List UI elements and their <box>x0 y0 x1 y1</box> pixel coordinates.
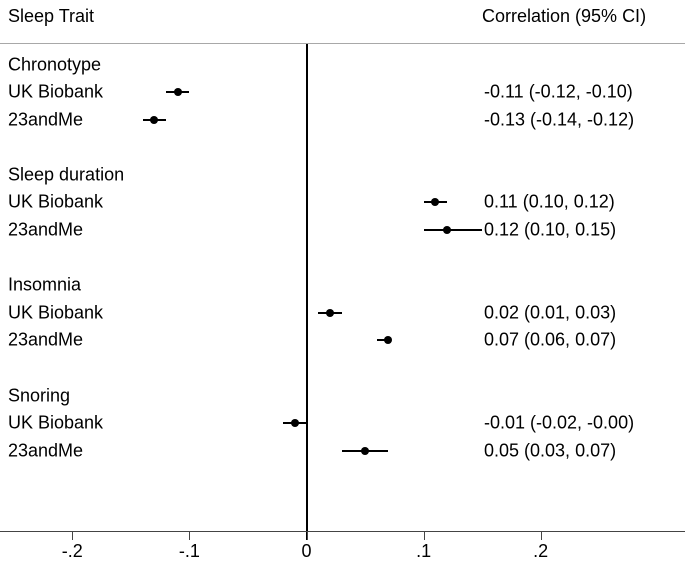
x-axis-tick <box>306 531 308 540</box>
confidence-interval-line <box>376 339 389 342</box>
estimate-ci-text: -0.11 (-0.12, -0.10) <box>484 81 633 102</box>
header-divider-rule <box>0 43 685 44</box>
x-axis-tick-label: 0 <box>301 541 312 561</box>
study-label: 23andMe <box>8 329 84 350</box>
x-axis-tick-label: .2 <box>533 541 549 561</box>
x-axis-tick-label: -.1 <box>178 541 200 561</box>
x-axis-line <box>0 531 685 532</box>
group-label: Insomnia <box>8 274 82 295</box>
estimate-ci-text: 0.02 (0.01, 0.03) <box>484 302 617 323</box>
point-estimate-marker <box>443 226 452 235</box>
group-label: Snoring <box>8 385 71 406</box>
point-estimate-marker <box>173 88 182 97</box>
group-label: Sleep duration <box>8 164 125 185</box>
estimate-ci-text: 0.11 (0.10, 0.12) <box>484 191 615 212</box>
point-estimate-marker <box>361 446 370 455</box>
estimate-ci-text: -0.01 (-0.02, -0.00) <box>484 412 635 433</box>
confidence-interval-line <box>423 229 483 232</box>
estimate-ci-text: 0.05 (0.03, 0.07) <box>484 440 617 461</box>
x-axis-tick-label: .1 <box>416 541 432 561</box>
point-estimate-marker <box>290 419 299 428</box>
point-estimate-marker <box>431 198 440 207</box>
x-axis-tick <box>189 531 191 540</box>
point-estimate-marker <box>325 308 334 317</box>
group-label: Chronotype <box>8 54 102 74</box>
point-estimate-marker <box>384 336 393 345</box>
x-axis-tick-label: -.2 <box>61 541 83 561</box>
estimate-ci-text: 0.07 (0.06, 0.07) <box>484 329 617 350</box>
study-label: UK Biobank <box>8 81 104 102</box>
study-label: 23andMe <box>8 109 84 130</box>
x-axis-tick <box>423 531 425 540</box>
column-header-sleep-trait: Sleep Trait <box>8 6 95 26</box>
x-axis-tick <box>72 531 74 540</box>
x-axis-tick <box>540 531 542 540</box>
study-label: 23andMe <box>8 219 84 240</box>
estimate-ci-text: -0.13 (-0.14, -0.12) <box>484 109 635 130</box>
study-label: 23andMe <box>8 440 84 461</box>
point-estimate-marker <box>150 115 159 124</box>
study-label: UK Biobank <box>8 191 104 212</box>
column-header-correlation-ci: Correlation (95% CI) <box>482 6 647 26</box>
estimate-ci-text: 0.12 (0.10, 0.15) <box>484 219 617 240</box>
study-label: UK Biobank <box>8 302 104 323</box>
study-label: UK Biobank <box>8 412 104 433</box>
zero-reference-line <box>305 44 308 540</box>
